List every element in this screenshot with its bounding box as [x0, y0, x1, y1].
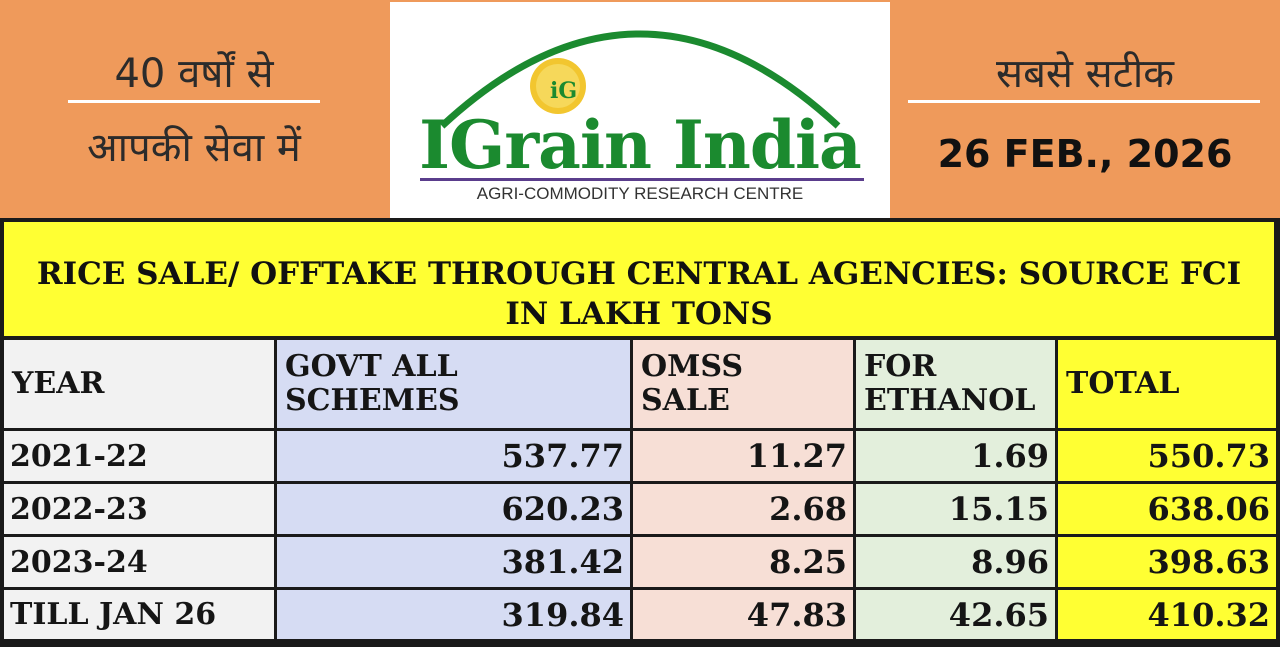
logo-mark-text: iG: [550, 78, 577, 104]
column-header-text: SALE: [641, 383, 730, 418]
table-row-year: 2022-23: [4, 484, 274, 534]
header-left-line2: आपकी सेवा में: [87, 125, 301, 171]
column-header-text: ETHANOL: [864, 383, 1036, 418]
table-cell-ethanol: 1.69: [856, 431, 1055, 481]
table-cell-govt: 319.84: [277, 590, 630, 639]
table-cell-govt: 620.23: [277, 484, 630, 534]
table-cell-omss: 2.68: [633, 484, 853, 534]
data-grid: YEAR GOVT ALL SCHEMES OMSS SALE FOR ETHANOL…: [4, 340, 1276, 643]
column-header-text: YEAR: [12, 366, 105, 401]
table-cell-ethanol: 8.96: [856, 537, 1055, 587]
column-header-ethanol: FOR ETHANOL: [856, 340, 1055, 428]
column-header-text: TOTAL: [1066, 366, 1180, 401]
table-cell-govt: 381.42: [277, 537, 630, 587]
column-header-omss: OMSS SALE: [633, 340, 853, 428]
table-cell-ethanol: 42.65: [856, 590, 1055, 639]
column-header-text: OMSS: [641, 349, 744, 384]
table-cell-total: 638.06: [1058, 484, 1276, 534]
brand-tagline: AGRI-COMMODITY RESEARCH CENTRE: [476, 184, 804, 203]
table-cell-total: 398.63: [1058, 537, 1276, 587]
table-cell-govt: 537.77: [277, 431, 630, 481]
brand-logo: iG IGrain India AGRI-COMMODITY RESEARCH …: [390, 2, 890, 218]
table-cell-omss: 8.25: [633, 537, 853, 587]
logo-arc-icon: iG: [439, 30, 841, 129]
table-title-line2: IN LAKH TONS: [505, 296, 773, 332]
header-right-panel: सबसे सटीक 26 FEB., 2026: [890, 0, 1280, 218]
column-header-text: SCHEMES: [285, 383, 460, 418]
table-cell-omss: 47.83: [633, 590, 853, 639]
column-header-text: GOVT ALL: [285, 349, 458, 384]
column-header-govt: GOVT ALL SCHEMES: [277, 340, 630, 428]
report-date: 26 FEB., 2026: [937, 132, 1233, 176]
logo-divider: [420, 178, 864, 181]
header-left-divider: [68, 100, 320, 103]
table-cell-ethanol: 15.15: [856, 484, 1055, 534]
table-row-year: 2023-24: [4, 537, 274, 587]
table-row-year: TILL JAN 26: [4, 590, 274, 639]
brand-name: IGrain India: [419, 106, 862, 184]
header-left-line1: 40 वर्षों से: [114, 51, 274, 97]
column-header-year: YEAR: [4, 340, 274, 428]
column-header-total: TOTAL: [1058, 340, 1276, 428]
header-right-tagline: सबसे सटीक: [996, 51, 1174, 97]
table-cell-omss: 11.27: [633, 431, 853, 481]
table-cell-total: 550.73: [1058, 431, 1276, 481]
header-banner: 40 वर्षों से आपकी सेवा में iG IGrain Ind…: [0, 0, 1280, 218]
table-title: RICE SALE/ OFFTAKE THROUGH CENTRAL AGENC…: [4, 222, 1274, 336]
header-left-panel: 40 वर्षों से आपकी सेवा में: [0, 0, 388, 218]
header-right-divider: [908, 100, 1260, 103]
table-row-year: 2021-22: [4, 431, 274, 481]
table-title-line1: RICE SALE/ OFFTAKE THROUGH CENTRAL AGENC…: [36, 256, 1242, 292]
rice-offtake-table: RICE SALE/ OFFTAKE THROUGH CENTRAL AGENC…: [0, 218, 1280, 647]
column-header-text: FOR: [864, 349, 937, 384]
table-cell-total: 410.32: [1058, 590, 1276, 639]
